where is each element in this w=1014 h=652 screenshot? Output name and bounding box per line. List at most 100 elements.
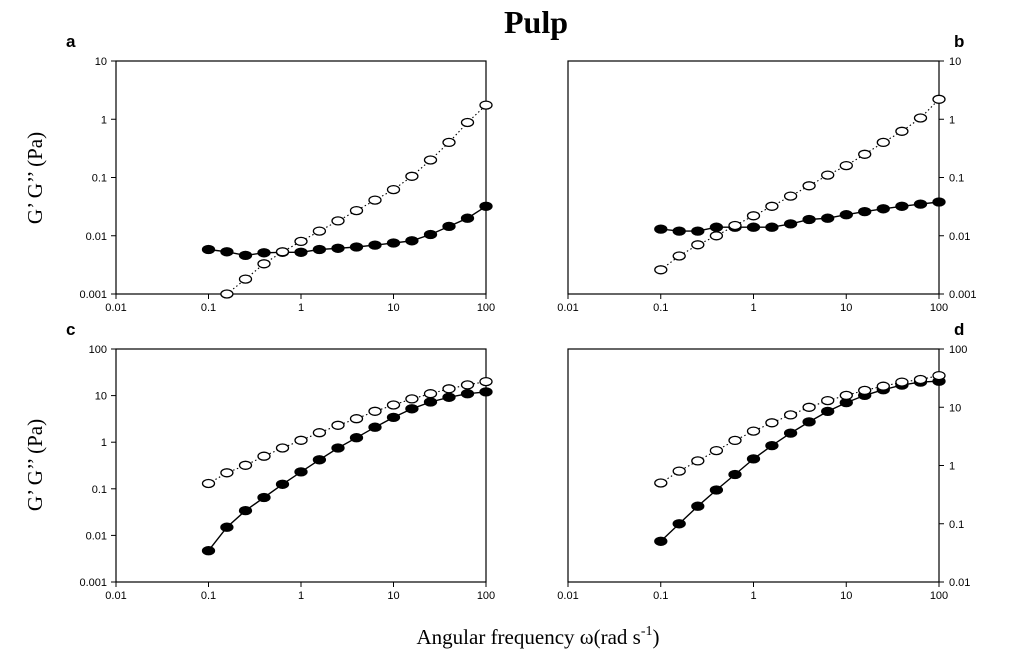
x-tick-label: 0.1 [201,590,216,602]
data-point-filled [654,536,668,546]
data-point-filled [691,501,705,511]
data-point-open [654,265,668,275]
y-tick-label: 10 [95,56,107,68]
y-axis-label-bottom: G’ G’’ (Pa) [23,419,47,511]
data-point-filled [709,222,724,232]
y-tick-label: 0.01 [86,231,107,243]
x-tick-label: 0.01 [105,590,126,602]
y-tick-label: 0.1 [949,173,964,185]
y-tick-label: 10 [949,402,961,414]
y-tick-label: 100 [89,344,107,356]
data-point-open [765,418,779,428]
x-tick-label: 0.1 [201,302,216,314]
data-point-filled [257,492,271,503]
data-point-filled [349,433,364,443]
data-point-open [672,251,686,261]
data-point-open [691,240,705,250]
data-point-filled [895,201,909,211]
series-line-open [660,98,940,271]
data-point-filled [913,199,928,209]
data-point-open [839,160,853,171]
data-point-open [821,170,835,180]
series-line-open [660,375,940,484]
y-tick-label: 10 [95,391,107,403]
data-point-filled [312,455,327,465]
data-point-filled [672,226,686,236]
figure-title: Pulp [504,4,568,40]
data-point-open [423,155,438,165]
data-point-open [257,451,271,461]
x-tick-label: 0.01 [557,302,578,314]
x-tick-label: 0.1 [653,590,668,602]
plot-frame [567,60,940,295]
data-point-open [294,236,308,247]
data-point-open [423,389,438,399]
y-tick-label: 10 [949,56,961,68]
data-point-filled [386,238,401,248]
data-point-open [220,289,234,299]
y-axis-label-top: G’ G’’ (Pa) [23,132,47,224]
data-point-open [349,205,364,216]
x-axis-label-main: Angular frequency ω(rad s [417,625,641,649]
data-point-open [728,220,742,231]
panel-letter: b [954,32,964,51]
data-point-filled [275,479,290,489]
data-point-open [858,385,872,396]
data-point-open [765,201,779,211]
plot-frame [115,60,487,295]
data-point-open [746,426,761,436]
data-point-open [312,226,327,236]
data-point-filled [238,505,253,516]
data-point-filled [460,213,475,223]
x-tick-label: 10 [387,302,399,314]
x-tick-label: 100 [477,302,495,314]
series-line-filled [208,205,487,257]
data-point-filled [220,247,234,257]
series-line-filled [207,391,487,552]
x-tick-label: 10 [840,590,852,602]
x-axis-label-superscript: -1 [641,624,653,639]
data-point-filled [783,428,798,438]
y-tick-label: 1 [101,114,107,126]
data-point-filled [691,226,705,236]
data-point-open [895,126,909,136]
data-point-open [368,195,382,205]
data-point-open [802,402,816,412]
data-point-open [691,456,705,466]
x-tick-label: 1 [750,590,756,602]
panel-letter: a [66,32,76,51]
data-point-filled [728,469,742,480]
data-point-open [405,394,419,404]
data-point-filled [442,392,456,402]
data-point-open [728,435,742,446]
data-point-filled [294,467,308,477]
data-point-open [783,191,798,201]
data-point-open [895,377,909,387]
y-tick-label: 1 [949,461,955,473]
data-point-filled [876,204,890,214]
data-point-open [442,137,456,148]
data-point-filled [460,389,475,399]
data-point-open [654,478,668,488]
y-tick-label: 1 [949,114,955,126]
x-tick-label: 1 [298,590,304,602]
data-point-open [709,231,724,241]
data-point-open [386,184,401,195]
data-point-open [220,468,234,478]
data-point-filled [331,243,345,253]
y-tick-label: 0.1 [92,173,107,185]
y-tick-label: 0.01 [949,231,970,243]
data-point-filled [405,236,419,246]
data-point-filled [746,454,761,464]
data-point-filled [220,522,234,532]
y-tick-label: 0.01 [86,530,107,542]
data-point-filled [709,485,724,495]
data-point-filled [238,250,253,261]
x-tick-label: 1 [750,302,756,314]
data-point-filled [783,219,798,229]
data-point-open [839,390,853,401]
data-point-open [876,381,890,391]
data-point-open [331,420,345,430]
